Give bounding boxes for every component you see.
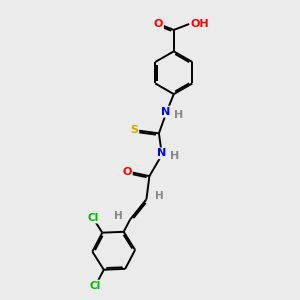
Text: H: H: [114, 211, 123, 221]
Text: S: S: [130, 125, 138, 135]
Text: OH: OH: [191, 19, 209, 29]
Text: Cl: Cl: [90, 280, 101, 290]
Text: O: O: [154, 19, 163, 29]
Text: O: O: [122, 167, 132, 177]
Text: Cl: Cl: [87, 213, 98, 223]
Text: H: H: [174, 110, 184, 120]
Text: H: H: [170, 151, 179, 161]
Text: N: N: [157, 148, 166, 158]
Text: H: H: [154, 191, 163, 201]
Text: N: N: [161, 107, 170, 117]
